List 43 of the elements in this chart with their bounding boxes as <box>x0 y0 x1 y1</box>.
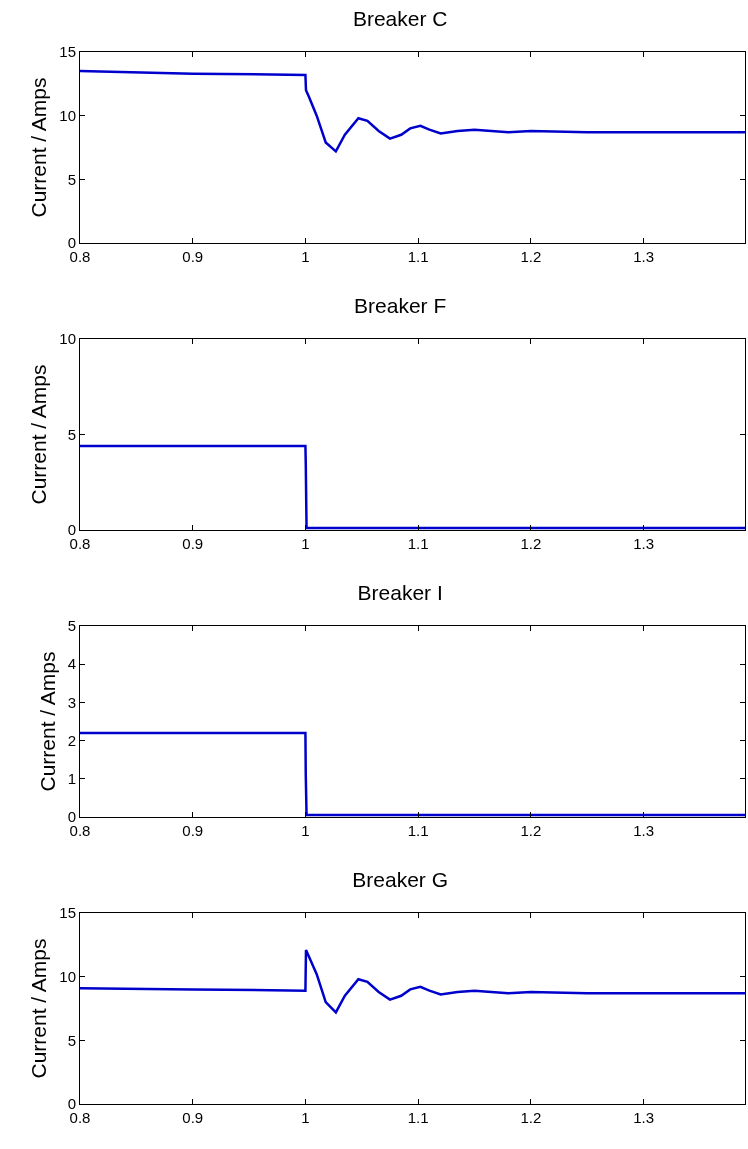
y-tick-label: 5 <box>67 170 76 188</box>
x-tick-label: 1.3 <box>633 535 654 552</box>
x-tick-label: 1 <box>301 1109 310 1126</box>
y-axis-title: Current / Amps <box>27 77 51 218</box>
y-axis-title: Current / Amps <box>27 364 51 505</box>
line-series <box>80 948 745 1014</box>
chart-title: Breaker C <box>352 7 448 31</box>
x-tick-label: 1 <box>301 822 310 839</box>
y-tick-label: 10 <box>59 330 76 348</box>
x-tick-label: 1.1 <box>407 1109 429 1126</box>
y-tick-label: 5 <box>67 425 76 443</box>
x-tick-label: 1.2 <box>520 248 542 265</box>
y-tick-label: 5 <box>67 617 76 635</box>
y-tick-label: 3 <box>67 693 76 711</box>
chart-title: Breaker G <box>352 868 449 892</box>
y-tick-label: 10 <box>59 967 76 985</box>
y-axis-title: Current / Amps <box>35 651 59 792</box>
x-tick-label: 1.3 <box>633 248 654 265</box>
x-tick-label: 0.9 <box>182 535 204 552</box>
x-tick-label: 1 <box>301 535 310 552</box>
x-tick-label: 1 <box>301 248 310 265</box>
y-tick-label: 15 <box>59 43 76 61</box>
x-tick-label: 1.3 <box>633 1109 654 1126</box>
y-axis-title: Current / Amps <box>27 938 51 1079</box>
x-tick-label: 1.1 <box>407 535 429 552</box>
y-tick-label: 10 <box>59 106 76 124</box>
x-tick-label: 0.9 <box>182 248 204 265</box>
chart-title: Breaker F <box>354 294 447 318</box>
x-tick-label: 1.2 <box>520 535 542 552</box>
x-tick-label: 0.9 <box>182 1109 204 1126</box>
line-series <box>80 69 745 153</box>
x-tick-label: 0.9 <box>182 822 204 839</box>
y-tick-label: 1 <box>67 770 76 788</box>
y-tick-label: 5 <box>67 1031 76 1049</box>
chart-title: Breaker I <box>357 581 443 605</box>
y-tick-label: 2 <box>67 731 76 749</box>
y-tick-label: 4 <box>67 655 76 673</box>
y-tick-label: 15 <box>59 904 76 922</box>
x-tick-label: 1.3 <box>633 822 654 839</box>
x-tick-label: 1.1 <box>407 248 429 265</box>
x-tick-label: 1.2 <box>520 1109 542 1126</box>
x-tick-label: 1.2 <box>520 822 542 839</box>
x-tick-label: 1.1 <box>407 822 429 839</box>
